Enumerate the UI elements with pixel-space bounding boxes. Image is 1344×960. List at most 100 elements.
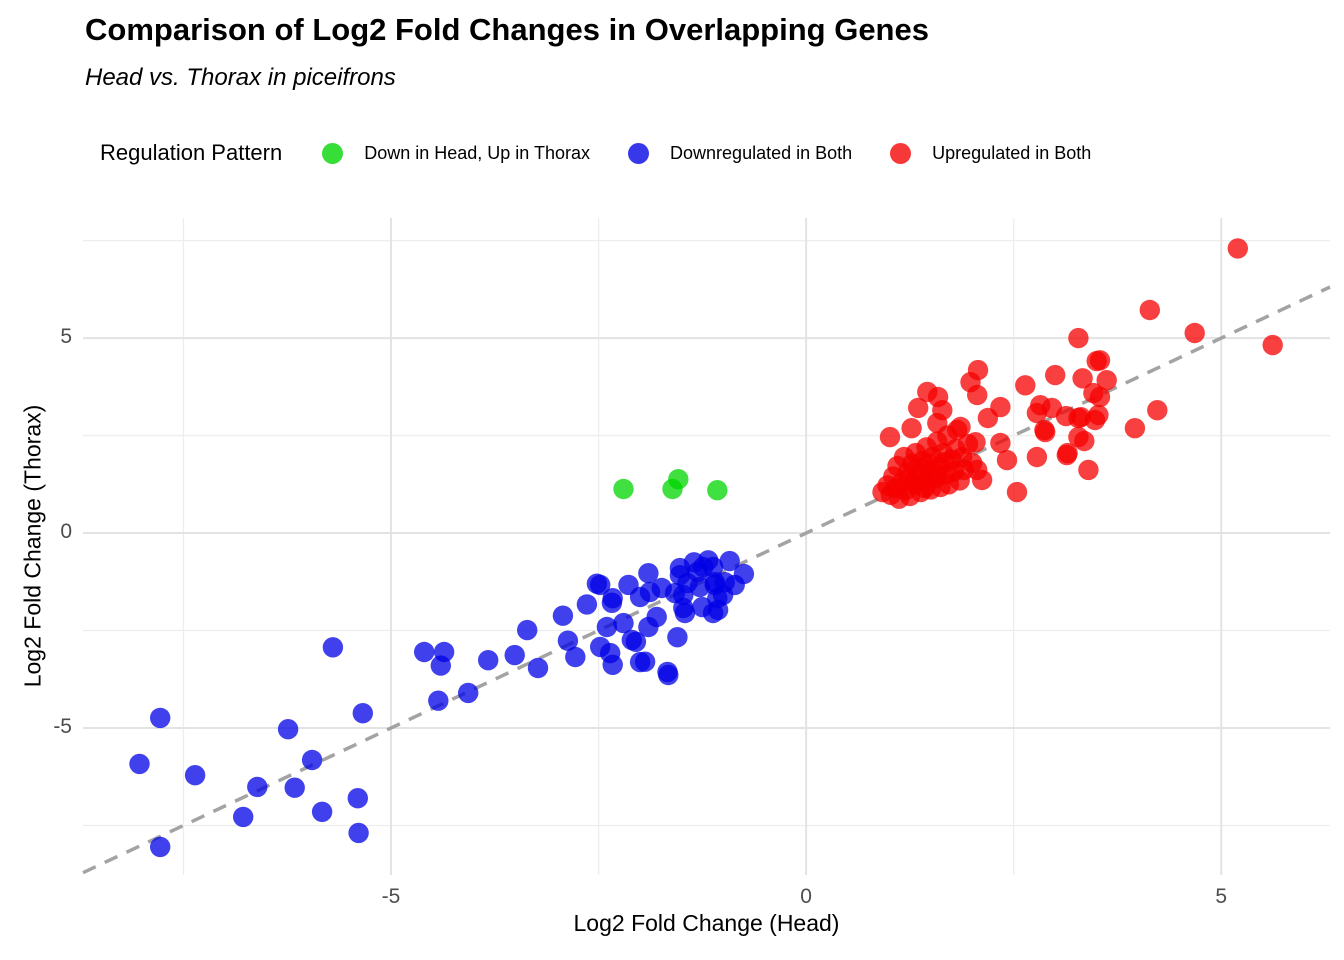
data-point — [914, 478, 935, 499]
legend-item-0: Down in Head, Up in Thorax — [322, 142, 591, 164]
data-point — [934, 451, 955, 473]
data-point — [284, 777, 305, 798]
data-point — [1072, 368, 1093, 389]
data-point — [233, 806, 254, 828]
data-point — [504, 644, 525, 666]
legend-title: Regulation Pattern — [100, 140, 283, 165]
data-point — [668, 469, 689, 490]
data-point — [428, 690, 449, 711]
data-point — [277, 719, 299, 740]
data-point — [1026, 446, 1048, 468]
data-point — [990, 396, 1011, 418]
data-point — [1089, 386, 1111, 408]
data-point — [634, 651, 656, 672]
data-point — [707, 480, 728, 501]
data-point — [1262, 334, 1283, 356]
data-point — [1078, 459, 1099, 481]
data-point — [348, 822, 369, 844]
data-point — [596, 616, 618, 638]
series-0 — [613, 469, 728, 501]
data-point — [1124, 418, 1146, 439]
data-point — [247, 776, 268, 798]
data-point — [957, 433, 979, 455]
data-point — [901, 418, 922, 439]
identity-line — [82, 285, 1331, 875]
data-point — [990, 432, 1011, 454]
data-point — [733, 563, 755, 585]
legend: Regulation Pattern Down in Head, Up in T… — [100, 132, 1091, 174]
data-point — [1006, 481, 1028, 503]
data-point — [879, 426, 901, 448]
y-tick-label: -5 — [53, 715, 72, 738]
data-point — [517, 619, 538, 641]
chart-subtitle: Head vs. Thorax in piceifrons — [85, 64, 396, 91]
data-point — [1068, 327, 1089, 349]
data-point — [433, 641, 455, 663]
data-point — [967, 384, 988, 406]
data-point — [613, 478, 634, 500]
data-point — [129, 753, 150, 775]
data-point — [565, 646, 586, 668]
data-point — [150, 707, 171, 729]
data-point — [613, 612, 634, 634]
data-point — [1084, 409, 1106, 431]
legend-item-label: Down in Head, Up in Thorax — [364, 142, 591, 163]
data-point — [1074, 430, 1095, 452]
data-point — [590, 574, 611, 596]
data-point — [996, 449, 1018, 471]
data-point — [1089, 350, 1111, 371]
data-point — [1045, 364, 1066, 386]
data-point — [971, 469, 993, 491]
data-point — [667, 627, 688, 648]
x-axis-title: Log2 Fold Change (Head) — [573, 910, 840, 936]
data-point — [311, 801, 333, 822]
data-point — [658, 664, 679, 686]
data-point — [458, 682, 479, 704]
legend-item-label: Downregulated in Both — [670, 142, 853, 163]
data-point — [1227, 238, 1249, 259]
data-point — [1035, 421, 1056, 443]
data-point — [347, 788, 368, 809]
data-point — [552, 605, 574, 626]
data-point — [898, 469, 919, 490]
data-point — [962, 452, 983, 474]
data-point — [478, 650, 499, 671]
data-point — [1015, 375, 1036, 396]
legend-item-2: Upregulated in Both — [890, 142, 1092, 164]
data-point — [719, 550, 740, 572]
series-1 — [129, 550, 755, 858]
chart-title: Comparison of Log2 Fold Changes in Overl… — [85, 12, 929, 47]
x-tick-label: 0 — [800, 885, 812, 908]
y-axis-title: Log2 Fold Change (Thorax) — [19, 404, 46, 688]
data-point — [1184, 322, 1205, 344]
data-point — [1041, 397, 1063, 419]
x-tick-label: 5 — [1215, 885, 1228, 908]
y-tick-label: 5 — [60, 325, 72, 349]
data-point — [1057, 442, 1078, 464]
data-point — [150, 836, 171, 858]
x-tick-label: -5 — [381, 885, 401, 908]
data-point — [576, 594, 598, 615]
data-point — [322, 637, 344, 658]
data-point — [1139, 299, 1161, 321]
data-point — [1096, 370, 1117, 391]
data-point — [527, 657, 549, 679]
data-point — [557, 630, 579, 651]
data-point — [184, 765, 206, 786]
data-point — [352, 703, 373, 724]
plot-canvas — [82, 218, 1331, 875]
series-2 — [872, 238, 1283, 509]
legend-item-label: Upregulated in Both — [932, 142, 1092, 163]
legend-key-dot — [628, 142, 650, 164]
data-point — [646, 606, 667, 628]
data-point — [674, 602, 696, 624]
plot-panel — [82, 218, 1331, 875]
legend-item-1: Downregulated in Both — [628, 142, 853, 164]
data-point — [602, 654, 623, 675]
legend-key-dot — [322, 142, 344, 164]
data-point — [602, 588, 623, 609]
data-point — [908, 397, 929, 419]
data-point — [702, 556, 724, 578]
data-point — [625, 631, 647, 652]
